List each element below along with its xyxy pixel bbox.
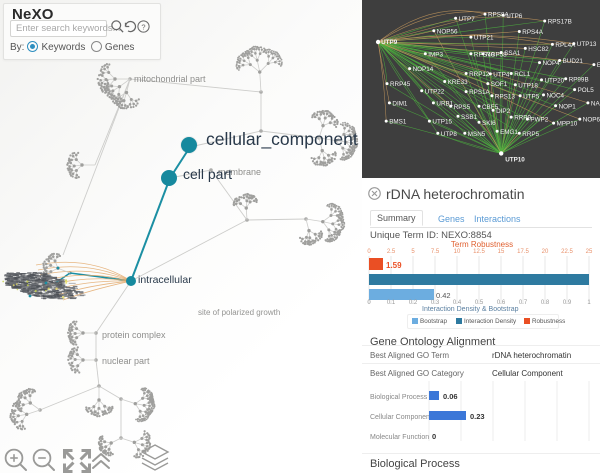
svg-text:1.59: 1.59: [386, 261, 402, 270]
svg-text:MSN5: MSN5: [468, 131, 486, 138]
svg-text:NOP1: NOP1: [559, 103, 577, 110]
svg-text:17.5: 17.5: [517, 249, 529, 255]
svg-text:RRP45: RRP45: [390, 81, 411, 88]
svg-text:0.42: 0.42: [436, 291, 451, 300]
svg-text:BUD21: BUD21: [563, 58, 584, 65]
svg-text:7.5: 7.5: [431, 249, 440, 255]
svg-text:0.8: 0.8: [541, 300, 550, 306]
svg-text:1: 1: [587, 300, 591, 306]
svg-text:UTP10: UTP10: [505, 156, 525, 163]
svg-text:0.1: 0.1: [387, 300, 396, 306]
svg-text:10: 10: [454, 249, 461, 255]
svg-text:12.5: 12.5: [473, 249, 485, 255]
svg-text:RPS5: RPS5: [454, 104, 471, 111]
svg-text:NOP6: NOP6: [583, 117, 600, 124]
svg-text:RRP5: RRP5: [522, 131, 539, 138]
svg-text:RPS13: RPS13: [495, 93, 515, 100]
svg-text:22.5: 22.5: [561, 249, 573, 255]
svg-text:NOP4: NOP4: [543, 60, 561, 67]
svg-text:?: ?: [141, 23, 145, 32]
svg-text:SSB1: SSB1: [461, 114, 478, 121]
svg-text:0.2: 0.2: [409, 300, 418, 306]
svg-text:NAN1: NAN1: [591, 101, 600, 108]
svg-text:IMP3: IMP3: [428, 51, 443, 58]
svg-text:POL5: POL5: [578, 87, 595, 94]
svg-text:20: 20: [542, 249, 549, 255]
svg-text:SOF1: SOF1: [491, 81, 508, 88]
svg-text:UTP7: UTP7: [459, 16, 476, 23]
svg-text:Biological Process: Biological Process: [370, 394, 428, 401]
svg-text:UTP5: UTP5: [523, 93, 540, 100]
svg-text:RCL1: RCL1: [514, 71, 531, 78]
svg-text:RPS1A: RPS1A: [469, 89, 490, 96]
svg-text:SKI6: SKI6: [482, 120, 496, 127]
svg-text:RPS4A: RPS4A: [522, 29, 543, 36]
svg-text:RPS17B: RPS17B: [548, 19, 572, 26]
svg-text:KRE33: KRE33: [448, 79, 468, 86]
svg-text:UTP8: UTP8: [441, 131, 458, 138]
svg-text:0: 0: [432, 432, 436, 441]
svg-text:2.5: 2.5: [387, 249, 396, 255]
svg-text:PWP2: PWP2: [530, 117, 548, 124]
svg-text:EMG1: EMG1: [500, 129, 518, 136]
svg-text:UTP13: UTP13: [577, 41, 597, 48]
svg-text:0: 0: [367, 300, 371, 306]
svg-text:UTP18: UTP18: [518, 82, 538, 89]
svg-text:UTP21: UTP21: [474, 35, 494, 42]
svg-text:NOP14: NOP14: [413, 66, 434, 73]
svg-text:RRP12: RRP12: [469, 71, 490, 78]
svg-text:Cellular Component: Cellular Component: [370, 414, 432, 421]
svg-text:UTP9: UTP9: [381, 39, 398, 46]
svg-text:DIP2: DIP2: [496, 108, 510, 115]
svg-text:MPP10: MPP10: [557, 121, 578, 128]
svg-text:UTP22: UTP22: [425, 88, 445, 95]
svg-text:0.23: 0.23: [470, 412, 485, 421]
svg-text:UTP15: UTP15: [432, 119, 452, 126]
svg-text:0.06: 0.06: [443, 392, 458, 401]
svg-text:NOC4: NOC4: [547, 93, 565, 100]
svg-text:RP99B: RP99B: [569, 76, 589, 83]
svg-text:0.9: 0.9: [563, 300, 572, 306]
svg-text:RRP9: RRP9: [514, 115, 531, 122]
svg-text:HSC82: HSC82: [528, 46, 549, 53]
svg-text:DIM1: DIM1: [392, 101, 408, 108]
svg-text:NOP56: NOP56: [437, 28, 458, 35]
svg-text:UTP4: UTP4: [493, 72, 510, 79]
svg-text:Molecular Function: Molecular Function: [370, 434, 429, 441]
svg-text:BMS1: BMS1: [389, 119, 407, 126]
svg-text:UTP20: UTP20: [545, 78, 565, 85]
svg-text:SSA1: SSA1: [504, 50, 521, 57]
svg-text:UTP6: UTP6: [506, 13, 523, 20]
svg-text:15: 15: [498, 249, 505, 255]
svg-text:5: 5: [411, 249, 415, 255]
svg-text:25: 25: [586, 249, 593, 255]
svg-text:0.7: 0.7: [519, 300, 528, 306]
svg-text:0: 0: [367, 249, 371, 255]
